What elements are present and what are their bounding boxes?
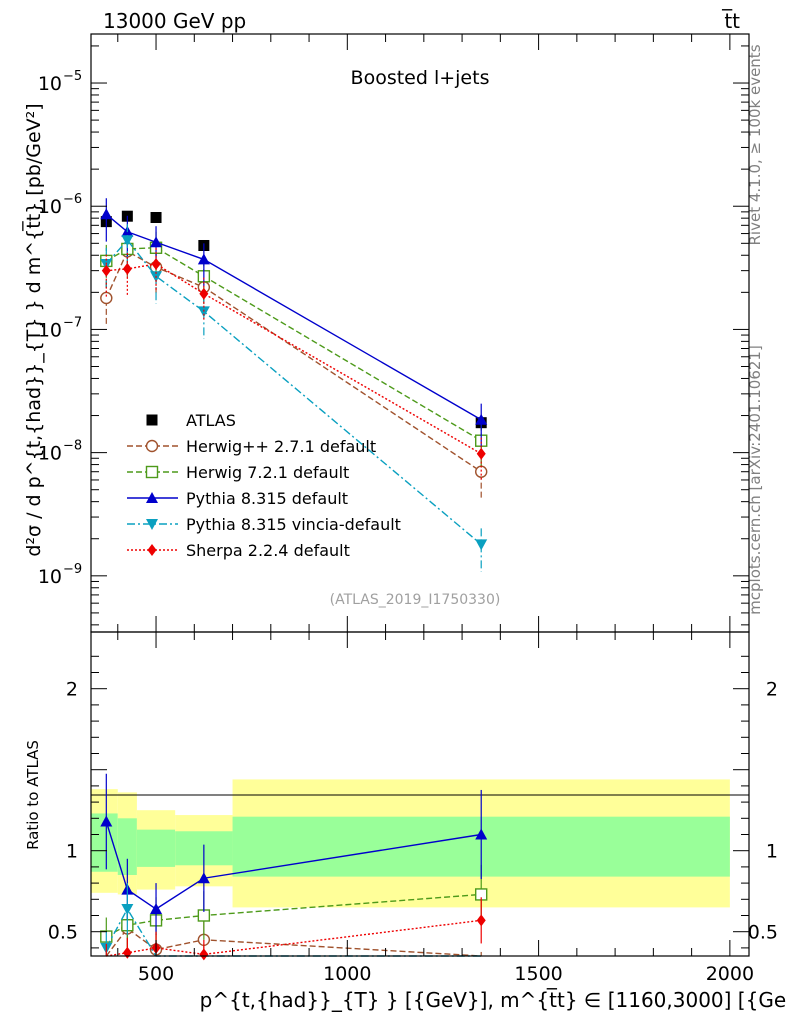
- ratio-y-tick-label-right: 2: [766, 679, 778, 701]
- main-y-tick-label: 10: [38, 196, 62, 218]
- collision-energy-label: 13000 GeV pp: [103, 9, 246, 33]
- x-tick-label: 2000: [706, 963, 754, 985]
- main-y-tick-label: 10: [38, 73, 62, 95]
- herwig7-line: [105, 247, 482, 442]
- chart-title: Boosted l+jets: [351, 67, 490, 89]
- ratio-axes: 500 1000 1500 2000 0.5 0.5 1 1 2 2: [48, 632, 778, 985]
- ratio-y-axis-label: Ratio to ATLAS: [24, 740, 42, 850]
- legend-marker-herwig7: [145, 465, 159, 479]
- main-data-marks: [100, 198, 488, 572]
- pythia-ratio-point: [475, 828, 488, 840]
- mcplots-label: mcplots.cern.ch [arXiv:2401.10621]: [746, 345, 764, 615]
- legend-marker-data: [146, 414, 158, 426]
- vincia-point: [475, 539, 488, 551]
- pythia-ratio-point: [100, 815, 113, 827]
- sherpa-ratio-point: [476, 914, 486, 927]
- ratio-y-tick-label: 1: [66, 841, 78, 863]
- ratio-panel: 500 1000 1500 2000 0.5 0.5 1 1 2 2: [48, 631, 778, 985]
- vincia-ratio-point: [121, 904, 134, 916]
- x-axis-label: p^{t,{had}}_{T} } [{GeV}], m^{t̅t} ∈ [11…: [200, 987, 786, 1012]
- herwig7-ratio-line: [105, 893, 482, 938]
- legend-label-herwigpp: Herwig++ 2.7.1 default: [186, 437, 376, 456]
- main-y-tick-exponent: −7: [63, 315, 82, 330]
- sherpa-point: [199, 287, 209, 300]
- legend-label-pythia: Pythia 8.315 default: [186, 489, 348, 508]
- legend-marker-herwigpp: [145, 439, 159, 453]
- pythia-ratio-point: [150, 903, 163, 915]
- legend-label-herwig7: Herwig 7.2.1 default: [186, 463, 349, 482]
- legend-label-data: ATLAS: [186, 411, 236, 430]
- main-y-tick-label: 10: [38, 443, 62, 465]
- pythia-point: [150, 236, 163, 248]
- legend: ATLAS Herwig++ 2.7.1 default Herwig 7.2.1 …: [127, 411, 401, 560]
- legend-marker-vincia: [146, 519, 158, 530]
- x-tick-label: 1500: [514, 963, 562, 985]
- ratio-inner-band: [117, 818, 137, 875]
- ratio-inner-band: [136, 829, 176, 867]
- ratio-frame: [90, 631, 750, 957]
- analysis-watermark: (ATLAS_2019_I1750330): [330, 592, 501, 608]
- process-label: t̅t: [721, 8, 740, 33]
- main-y-tick-exponent: −9: [63, 562, 82, 577]
- main-axes: 10−910−810−710−610−5: [38, 34, 749, 632]
- data-point: [150, 212, 162, 224]
- main-y-tick-exponent: −6: [63, 192, 82, 207]
- ratio-y-tick-label: 0.5: [48, 922, 78, 944]
- pythia-point: [100, 208, 113, 220]
- legend-marker-sherpa: [147, 544, 157, 556]
- pythia-point: [475, 413, 488, 425]
- rivet-version-label: Rivet 4.1.0, ≥ 100k events: [746, 44, 764, 245]
- main-y-axis-label: d²σ / d p^{t,{had}}_{T} } d m^{t̅t} [pb/…: [21, 103, 45, 556]
- vincia-line: [105, 239, 482, 545]
- legend-marker-pythia: [146, 492, 158, 503]
- sherpa-point: [122, 262, 132, 275]
- vincia-point: [197, 306, 210, 318]
- herwigpp-ratio-line: [105, 927, 482, 957]
- ratio-y-tick-label-right: 0.5: [748, 922, 778, 944]
- legend-label-vincia: Pythia 8.315 vincia-default: [186, 515, 401, 534]
- main-y-tick-label: 10: [38, 566, 62, 588]
- x-tick-label: 500: [138, 963, 174, 985]
- legend-label-sherpa: Sherpa 2.2.4 default: [186, 541, 350, 560]
- sherpa-point: [476, 447, 486, 460]
- sherpa-line: [106, 263, 482, 455]
- sherpa-point: [151, 257, 161, 270]
- x-tick-label: 1000: [323, 963, 371, 985]
- pythia-point: [197, 253, 210, 265]
- pythia-ratio-point: [197, 872, 210, 884]
- main-panel: 10−910−810−710−610−5 Boosted l+jets (ATL…: [38, 33, 750, 633]
- ratio-y-tick-label: 2: [66, 679, 78, 701]
- ratio-y-tick-label-right: 1: [766, 841, 778, 863]
- vincia-point: [121, 235, 134, 247]
- sherpa-ratio-point: [199, 948, 209, 961]
- main-y-tick-exponent: −8: [63, 439, 82, 454]
- sherpa-point: [101, 264, 111, 277]
- main-y-tick-exponent: −5: [63, 69, 82, 84]
- main-y-tick-label: 10: [38, 319, 62, 341]
